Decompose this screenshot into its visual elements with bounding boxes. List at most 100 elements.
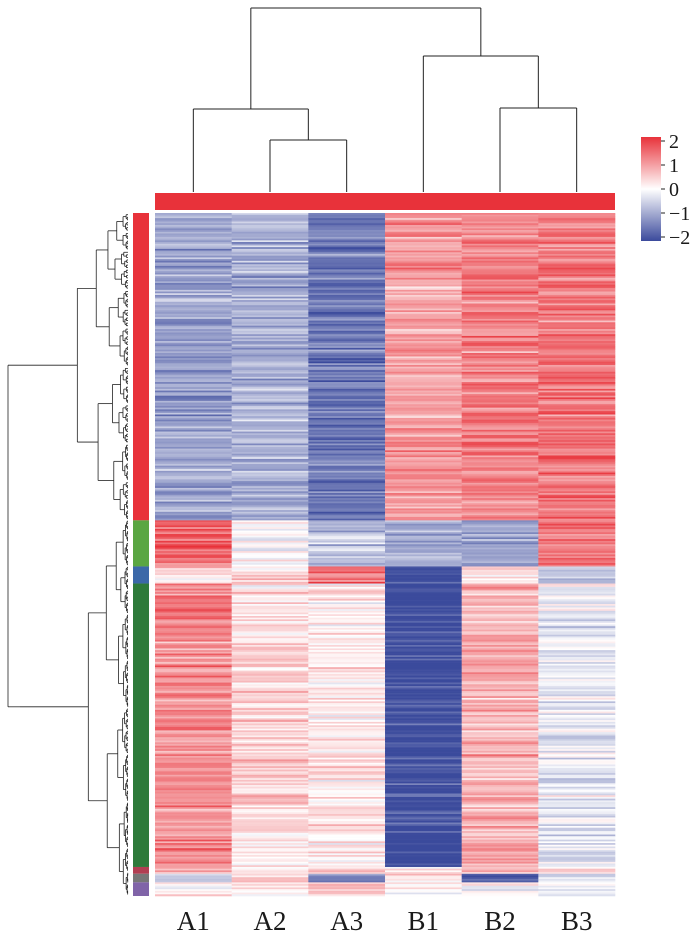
heatmap-cell [308, 858, 386, 861]
heatmap-cell [385, 834, 462, 837]
heatmap-cell [231, 870, 309, 873]
heatmap-cell [461, 720, 539, 723]
heatmap-cell [538, 481, 616, 484]
heatmap-cell [461, 778, 539, 781]
heatmap-cell [231, 733, 309, 736]
heatmap-cell [155, 846, 232, 849]
heatmap-cell [461, 745, 539, 748]
heatmap-cell [385, 294, 462, 297]
heatmap-cell [385, 347, 462, 350]
heatmap-cell [231, 400, 309, 403]
heatmap-cell [231, 817, 309, 820]
heatmap-cell [385, 238, 462, 241]
heatmap-cell [385, 728, 462, 731]
heatmap-cell [385, 679, 462, 682]
heatmap-cell [308, 395, 386, 398]
heatmap-cell [461, 559, 539, 562]
heatmap-cell [461, 680, 539, 683]
heatmap-cell [155, 581, 232, 584]
heatmap-cell [538, 534, 616, 537]
heatmap-cell [308, 429, 386, 432]
heatmap-cell [461, 513, 539, 516]
heatmap-cell [308, 284, 386, 287]
heatmap-cell [308, 713, 386, 716]
heatmap-cell [461, 382, 539, 385]
heatmap-cell [461, 805, 539, 808]
heatmap-cell [308, 887, 386, 890]
heatmap-cell [461, 860, 539, 863]
heatmap-cell [155, 677, 232, 680]
heatmap-cell [538, 421, 616, 424]
heatmap-cell [385, 757, 462, 760]
heatmap-cell [231, 363, 309, 366]
heatmap-cell [231, 230, 309, 233]
heatmap-cell [308, 773, 386, 776]
heatmap-cell [308, 494, 386, 497]
heatmap-cell [385, 327, 462, 330]
heatmap-cell [231, 762, 309, 765]
heatmap-cell [461, 882, 539, 885]
heatmap-cell [538, 571, 616, 574]
heatmap-cell [231, 615, 309, 618]
heatmap-cell [308, 434, 386, 437]
heatmap-cell [461, 822, 539, 825]
heatmap-cell [385, 542, 462, 545]
heatmap-cell [538, 738, 616, 741]
heatmap-cell [155, 634, 232, 637]
heatmap-cell [461, 831, 539, 834]
heatmap-cell [308, 841, 386, 844]
heatmap-cell [231, 242, 309, 245]
heatmap-cell [538, 742, 616, 745]
heatmap-cell [385, 366, 462, 369]
heatmap-cell [155, 757, 232, 760]
heatmap-cell [231, 303, 309, 306]
heatmap-cell [385, 559, 462, 562]
heatmap-cell [385, 298, 462, 301]
heatmap-cell [461, 689, 539, 692]
heatmap-cell [461, 445, 539, 448]
heatmap-cell [461, 487, 539, 490]
heatmap-cell [461, 532, 539, 535]
heatmap-cell [385, 276, 462, 279]
heatmap-cell [308, 703, 386, 706]
heatmap-cell [538, 892, 616, 895]
heatmap-cell [231, 680, 309, 683]
heatmap-cell [231, 382, 309, 385]
heatmap-cell [308, 617, 386, 620]
heatmap-cell [538, 489, 616, 492]
heatmap-cell [155, 394, 232, 397]
heatmap-cell [155, 844, 232, 847]
heatmap-cell [231, 894, 309, 897]
heatmap-cell [538, 749, 616, 752]
heatmap-cell [385, 615, 462, 618]
heatmap-cell [538, 793, 616, 796]
heatmap-cell [308, 829, 386, 832]
heatmap-cell [308, 300, 386, 303]
heatmap-cell [461, 685, 539, 688]
heatmap-cell [231, 289, 309, 292]
heatmap-cell [461, 761, 539, 764]
heatmap-cell [155, 313, 232, 316]
heatmap-cell [385, 860, 462, 863]
heatmap-cell [461, 286, 539, 289]
heatmap-cell [308, 313, 386, 316]
heatmap-cell [538, 779, 616, 782]
heatmap-cell [155, 605, 232, 608]
heatmap-cell [155, 322, 232, 325]
heatmap-cell [155, 530, 232, 533]
heatmap-cell [385, 841, 462, 844]
heatmap-cell [155, 510, 232, 513]
heatmap-cell [461, 440, 539, 443]
heatmap-cell [538, 252, 616, 255]
heatmap-cell [385, 472, 462, 475]
heatmap-cell [231, 364, 309, 367]
heatmap-cell [155, 762, 232, 765]
heatmap-cell [538, 836, 616, 839]
heatmap-cell [231, 624, 309, 627]
heatmap-cell [461, 684, 539, 687]
heatmap-cell [538, 457, 616, 460]
heatmap-cell [461, 235, 539, 238]
heatmap-cell [538, 602, 616, 605]
heatmap-cell [538, 713, 616, 716]
heatmap-cell [155, 284, 232, 287]
